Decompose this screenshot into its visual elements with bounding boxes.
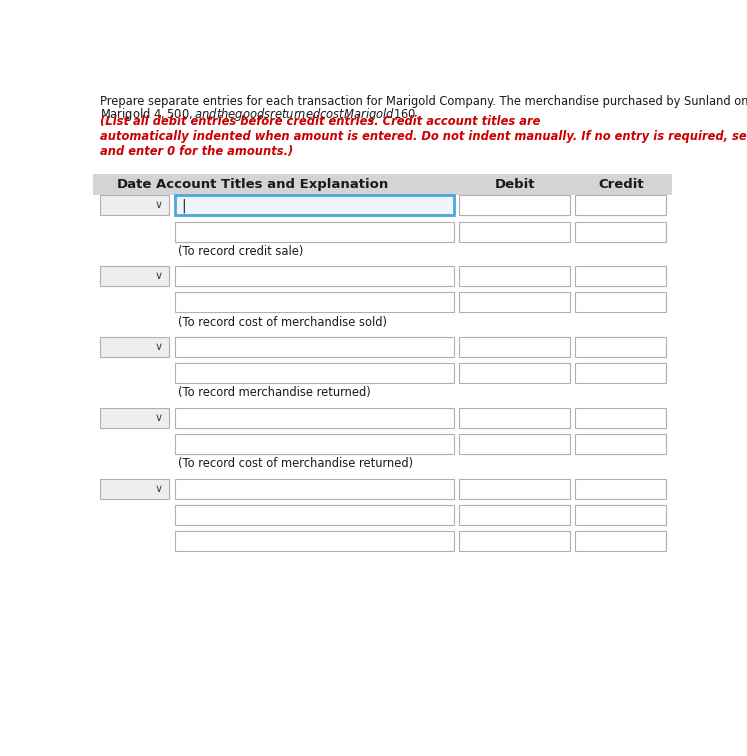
Text: (To record credit sale): (To record credit sale) <box>178 245 303 258</box>
Bar <box>575 434 666 454</box>
Bar <box>575 505 666 525</box>
Text: (To record merchandise returned): (To record merchandise returned) <box>178 386 371 399</box>
Text: Date: Date <box>117 178 152 191</box>
Bar <box>99 196 170 215</box>
Text: |: | <box>181 198 185 212</box>
Bar <box>93 174 672 196</box>
Text: (To record cost of merchandise returned): (To record cost of merchandise returned) <box>178 457 413 470</box>
Bar <box>459 222 570 242</box>
Text: ∨: ∨ <box>155 484 163 494</box>
Text: Marigold $4,500, and the goods returned cost Marigold $160.: Marigold $4,500, and the goods returned … <box>99 106 421 123</box>
Text: (List all debit entries before credit entries. Credit account titles are
automat: (List all debit entries before credit en… <box>99 116 747 158</box>
Bar <box>99 337 170 357</box>
Bar <box>575 196 666 215</box>
Bar <box>575 222 666 242</box>
Bar <box>175 293 453 312</box>
Bar <box>99 266 170 287</box>
Text: (To record cost of merchandise sold): (To record cost of merchandise sold) <box>178 315 387 329</box>
Bar <box>459 293 570 312</box>
Bar <box>459 479 570 499</box>
Bar <box>459 196 570 215</box>
Text: ∨: ∨ <box>155 271 163 281</box>
Bar <box>99 479 170 499</box>
Bar <box>459 266 570 287</box>
Bar <box>459 531 570 551</box>
Bar <box>175 531 453 551</box>
Bar <box>459 434 570 454</box>
Bar <box>175 505 453 525</box>
Bar <box>175 266 453 287</box>
Text: ∨: ∨ <box>155 200 163 210</box>
Bar <box>575 408 666 428</box>
Text: ∨: ∨ <box>155 413 163 423</box>
Bar <box>459 337 570 357</box>
Bar <box>175 364 453 383</box>
Bar <box>175 434 453 454</box>
Bar <box>175 479 453 499</box>
Text: Debit: Debit <box>495 178 535 191</box>
Bar <box>575 479 666 499</box>
Text: Prepare separate entries for each transaction for Marigold Company. The merchand: Prepare separate entries for each transa… <box>99 95 747 108</box>
Bar <box>575 293 666 312</box>
Text: Account Titles and Explanation: Account Titles and Explanation <box>156 178 388 191</box>
Bar <box>175 337 453 357</box>
Text: Credit: Credit <box>598 178 644 191</box>
Bar <box>99 408 170 428</box>
Bar <box>459 364 570 383</box>
Bar <box>575 266 666 287</box>
Bar <box>575 337 666 357</box>
Bar <box>175 222 453 242</box>
Text: ∨: ∨ <box>155 342 163 352</box>
Bar <box>575 531 666 551</box>
Bar <box>175 408 453 428</box>
Bar <box>175 196 453 215</box>
Bar <box>459 408 570 428</box>
Bar <box>459 505 570 525</box>
Bar <box>575 364 666 383</box>
